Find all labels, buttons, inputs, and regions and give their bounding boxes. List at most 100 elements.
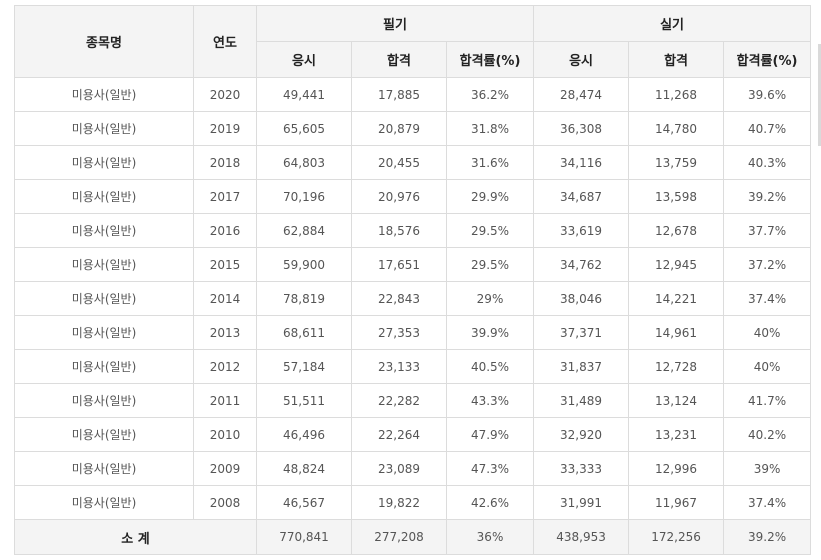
table-row: 미용사(일반) 2020 49,441 17,885 36.2% 28,474 11,268…	[14, 77, 812, 112]
table-row: 미용사(일반) 2008 46,567 19,822 42.6% 31,991 11,967…	[14, 485, 812, 520]
table-row: 미용사(일반) 2009 48,824 23,089 47.3% 33,333 12,996…	[14, 451, 812, 486]
header-written-passed: 합격	[351, 41, 447, 78]
cell-item-name: 미용사(일반)	[14, 349, 194, 384]
cell-written-applicants: 64,803	[256, 145, 352, 180]
cell-written-rate: 43.3%	[445, 383, 535, 418]
cell-written-passed: 22,843	[351, 281, 447, 316]
cell-practical-applicants: 32,920	[533, 417, 630, 452]
cell-item-name: 미용사(일반)	[14, 485, 194, 520]
cell-year: 2015	[193, 247, 257, 282]
total-row: 소 계 770,841 277,208 36% 438,953 172,256 39.2%	[14, 519, 812, 555]
cell-written-rate: 47.3%	[445, 451, 535, 486]
table-row: 미용사(일반) 2013 68,611 27,353 39.9% 37,371 14,961…	[14, 315, 812, 350]
total-written-passed: 277,208	[351, 519, 447, 555]
cell-year: 2011	[193, 383, 257, 418]
table-row: 미용사(일반) 2017 70,196 20,976 29.9% 34,687 13,598…	[14, 179, 812, 214]
exam-statistics-table: 종목명 연도 필기 실기 응시 합격 합격률(%) 응시 합격 합격률(%) 미…	[14, 5, 812, 555]
cell-year: 2012	[193, 349, 257, 384]
scrollbar-stub	[818, 44, 821, 146]
cell-practical-passed: 12,728	[628, 349, 725, 384]
cell-written-passed: 17,885	[351, 77, 447, 112]
header-written-rate: 합격률(%)	[445, 41, 535, 78]
cell-written-passed: 20,879	[351, 111, 447, 146]
cell-practical-passed: 14,780	[628, 111, 725, 146]
cell-written-passed: 22,282	[351, 383, 447, 418]
table-row: 미용사(일반) 2012 57,184 23,133 40.5% 31,837 12,728…	[14, 349, 812, 384]
cell-year: 2016	[193, 213, 257, 248]
table-row: 미용사(일반) 2015 59,900 17,651 29.5% 34,762 12,945…	[14, 247, 812, 282]
cell-year: 2020	[193, 77, 257, 112]
cell-written-rate: 29.5%	[445, 213, 535, 248]
total-practical-rate: 39.2%	[723, 519, 812, 555]
cell-item-name: 미용사(일반)	[14, 145, 194, 180]
cell-practical-passed: 11,967	[628, 485, 725, 520]
cell-year: 2009	[193, 451, 257, 486]
cell-item-name: 미용사(일반)	[14, 247, 194, 282]
total-written-rate: 36%	[445, 519, 535, 555]
cell-practical-rate: 37.7%	[723, 213, 812, 248]
cell-written-rate: 47.9%	[445, 417, 535, 452]
cell-item-name: 미용사(일반)	[14, 451, 194, 486]
cell-practical-passed: 14,221	[628, 281, 725, 316]
cell-practical-applicants: 36,308	[533, 111, 630, 146]
cell-written-applicants: 57,184	[256, 349, 352, 384]
cell-written-passed: 19,822	[351, 485, 447, 520]
cell-item-name: 미용사(일반)	[14, 179, 194, 214]
cell-practical-applicants: 34,116	[533, 145, 630, 180]
cell-written-rate: 36.2%	[445, 77, 535, 112]
cell-written-passed: 23,089	[351, 451, 447, 486]
cell-practical-rate: 40.2%	[723, 417, 812, 452]
cell-practical-rate: 39.6%	[723, 77, 812, 112]
cell-written-rate: 40.5%	[445, 349, 535, 384]
cell-practical-passed: 11,268	[628, 77, 725, 112]
header-written-applicants: 응시	[256, 41, 352, 78]
cell-written-applicants: 78,819	[256, 281, 352, 316]
cell-practical-applicants: 33,619	[533, 213, 630, 248]
cell-practical-passed: 12,678	[628, 213, 725, 248]
table-row: 미용사(일반) 2019 65,605 20,879 31.8% 36,308 14,780…	[14, 111, 812, 146]
cell-year: 2008	[193, 485, 257, 520]
cell-year: 2019	[193, 111, 257, 146]
cell-item-name: 미용사(일반)	[14, 213, 194, 248]
cell-practical-rate: 37.4%	[723, 281, 812, 316]
cell-written-rate: 29%	[445, 281, 535, 316]
cell-year: 2014	[193, 281, 257, 316]
table-body: 미용사(일반) 2020 49,441 17,885 36.2% 28,474 11,268…	[14, 77, 812, 555]
total-practical-passed: 172,256	[628, 519, 725, 555]
header-row-sub: 응시 합격 합격률(%) 응시 합격 합격률(%)	[15, 41, 812, 78]
cell-practical-rate: 40%	[723, 349, 812, 384]
cell-practical-rate: 41.7%	[723, 383, 812, 418]
table-row: 미용사(일반) 2016 62,884 18,576 29.5% 33,619 12,678…	[14, 213, 812, 248]
cell-practical-rate: 39%	[723, 451, 812, 486]
cell-written-passed: 22,264	[351, 417, 447, 452]
cell-practical-passed: 13,231	[628, 417, 725, 452]
cell-practical-rate: 40%	[723, 315, 812, 350]
cell-practical-applicants: 31,837	[533, 349, 630, 384]
cell-written-applicants: 49,441	[256, 77, 352, 112]
cell-written-passed: 20,455	[351, 145, 447, 180]
cell-written-passed: 23,133	[351, 349, 447, 384]
cell-year: 2010	[193, 417, 257, 452]
cell-written-rate: 42.6%	[445, 485, 535, 520]
cell-item-name: 미용사(일반)	[14, 281, 194, 316]
table-row: 미용사(일반) 2011 51,511 22,282 43.3% 31,489 13,124…	[14, 383, 812, 418]
cell-practical-rate: 40.7%	[723, 111, 812, 146]
total-written-applicants: 770,841	[256, 519, 352, 555]
cell-year: 2017	[193, 179, 257, 214]
table-row: 미용사(일반) 2018 64,803 20,455 31.6% 34,116 13,759…	[14, 145, 812, 180]
cell-practical-rate: 40.3%	[723, 145, 812, 180]
cell-practical-passed: 12,996	[628, 451, 725, 486]
cell-year: 2018	[193, 145, 257, 180]
cell-practical-applicants: 33,333	[533, 451, 630, 486]
header-year: 연도	[193, 5, 257, 78]
cell-item-name: 미용사(일반)	[14, 383, 194, 418]
cell-practical-applicants: 38,046	[533, 281, 630, 316]
cell-item-name: 미용사(일반)	[14, 111, 194, 146]
cell-written-rate: 31.8%	[445, 111, 535, 146]
cell-practical-applicants: 34,762	[533, 247, 630, 282]
cell-practical-rate: 37.4%	[723, 485, 812, 520]
cell-practical-rate: 39.2%	[723, 179, 812, 214]
cell-written-applicants: 70,196	[256, 179, 352, 214]
cell-written-passed: 27,353	[351, 315, 447, 350]
cell-practical-passed: 13,759	[628, 145, 725, 180]
